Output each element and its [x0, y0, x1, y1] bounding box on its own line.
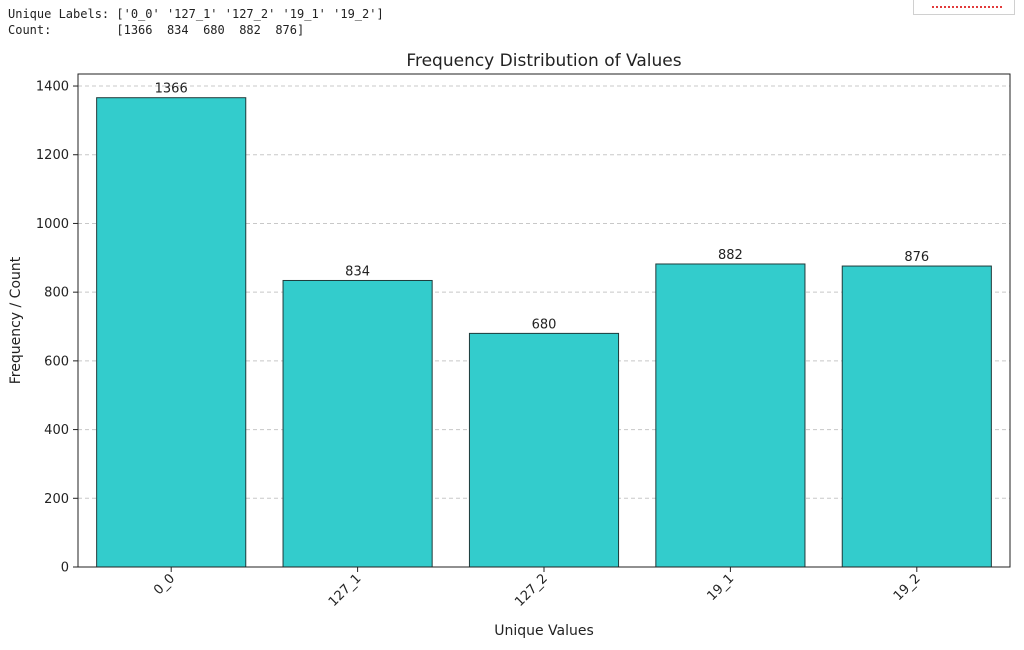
x-axis-label: Unique Values	[494, 623, 594, 639]
x-axis-ticks: 0_0 127_1 127_2 19_1 19_2	[151, 567, 924, 610]
bar-19_2	[841, 265, 992, 568]
chart-title: Frequency Distribution of Values	[406, 51, 681, 71]
bar-value-labels: 1366 834 680 882 876	[155, 82, 930, 333]
y-tick-label-400: 400	[44, 423, 69, 438]
cell-output: Unique Labels: ['0_0' '127_1' '127_2' '1…	[8, 6, 384, 38]
x-tick-label-19_1: 19_1	[704, 571, 737, 604]
spellcheck-underline	[932, 2, 1002, 8]
bar-127_2	[468, 332, 620, 568]
bar-value-label-127_1: 834	[345, 264, 370, 279]
y-tick-label-1400: 1400	[36, 80, 69, 95]
x-tick-label-0_0: 0_0	[151, 571, 178, 598]
bar-19_1	[655, 263, 806, 568]
y-tick-label-600: 600	[44, 354, 69, 369]
bar-127_1	[282, 279, 433, 568]
x-tick-label-19_2: 19_2	[891, 571, 924, 604]
y-tick-label-0: 0	[61, 561, 69, 576]
bar-chart: 1366 834 680 882 876 0 200 400 600 800 1000 1200 14…	[8, 51, 1011, 639]
bar-0_0	[96, 97, 247, 568]
corner-widget	[913, 0, 1015, 15]
x-tick-label-127_1: 127_1	[326, 571, 365, 610]
bar-value-label-127_2: 680	[532, 317, 557, 332]
y-axis-ticks: 0 200 400 600 800 1000 1200 1400	[36, 80, 78, 576]
y-tick-label-1000: 1000	[36, 217, 69, 232]
x-tick-label-127_2: 127_2	[512, 571, 551, 610]
bar-value-label-19_2: 876	[904, 250, 929, 265]
bar-value-label-19_1: 882	[718, 248, 743, 263]
count-value: [1366 834 680 882 876]	[116, 23, 305, 37]
y-tick-label-200: 200	[44, 492, 69, 507]
unique-labels-value: ['0_0' '127_1' '127_2' '19_1' '19_2']	[116, 7, 384, 21]
y-tick-label-800: 800	[44, 286, 69, 301]
count-prefix: Count:	[8, 23, 117, 37]
bars	[96, 97, 992, 568]
y-tick-label-1200: 1200	[36, 148, 69, 163]
bar-value-label-0_0: 1366	[155, 82, 188, 97]
unique-labels-prefix: Unique Labels:	[8, 7, 117, 21]
y-axis-label: Frequency / Count	[8, 256, 24, 384]
